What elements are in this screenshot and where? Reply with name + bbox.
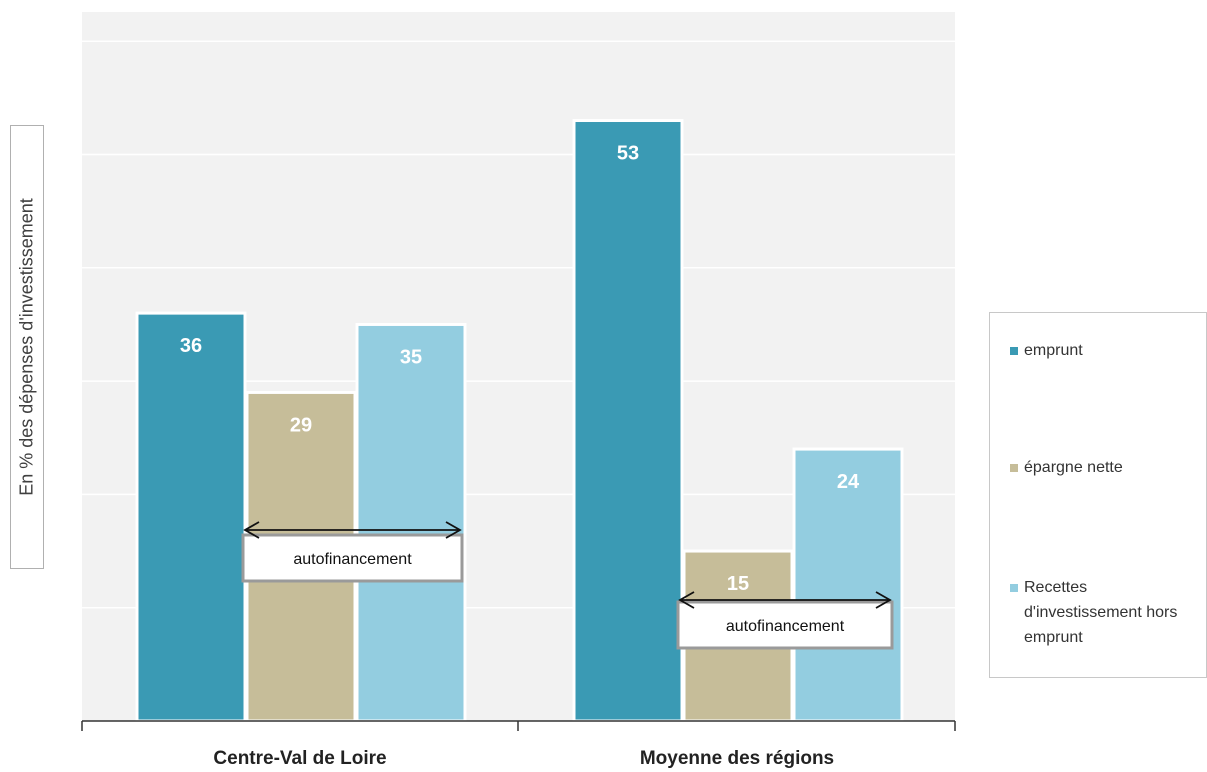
- legend-item-recettes: Recettes d'investissement hors emprunt: [1010, 575, 1200, 650]
- annotation-label: autofinancement: [726, 618, 845, 635]
- legend-swatch: [1010, 347, 1018, 355]
- annotation-arrowhead-right: [875, 591, 892, 609]
- legend: emprunt épargne nette Recettes d'investi…: [989, 312, 1207, 678]
- annotation-label: autofinancement: [293, 551, 412, 568]
- annotation-arrowhead-left: [243, 521, 260, 539]
- y-axis-label-box: En % des dépenses d'investissement: [10, 125, 44, 569]
- legend-item-epargne-nette: épargne nette: [1010, 455, 1200, 480]
- category-labels: Centre-Val de Loire Moyenne des régions: [213, 748, 834, 769]
- bar: [135, 311, 247, 723]
- data-label: 24: [837, 471, 860, 493]
- bar: [792, 447, 904, 723]
- annotation-arrowhead-left: [678, 591, 695, 609]
- annotations: autofinancement autofinancement: [241, 521, 894, 650]
- data-label: 29: [290, 414, 312, 436]
- y-axis-label: En % des dépenses d'investissement: [16, 198, 37, 496]
- bar: [572, 119, 684, 723]
- data-label: 36: [180, 335, 202, 357]
- legend-label: épargne nette: [1024, 459, 1123, 476]
- data-label: 35: [400, 346, 422, 368]
- category-label: Centre-Val de Loire: [213, 748, 386, 769]
- data-label: 53: [617, 143, 639, 165]
- category-label: Moyenne des régions: [640, 748, 834, 769]
- legend-label: Recettes d'investissement hors emprunt: [1024, 579, 1178, 646]
- annotation-box: [241, 533, 464, 583]
- legend-item-emprunt: emprunt: [1010, 338, 1200, 363]
- legend-label: emprunt: [1024, 342, 1083, 359]
- data-label: 15: [727, 573, 749, 595]
- legend-swatch: [1010, 464, 1018, 472]
- legend-swatch: [1010, 584, 1018, 592]
- annotation-box: [676, 600, 894, 650]
- annotation-arrowhead-right: [445, 521, 462, 539]
